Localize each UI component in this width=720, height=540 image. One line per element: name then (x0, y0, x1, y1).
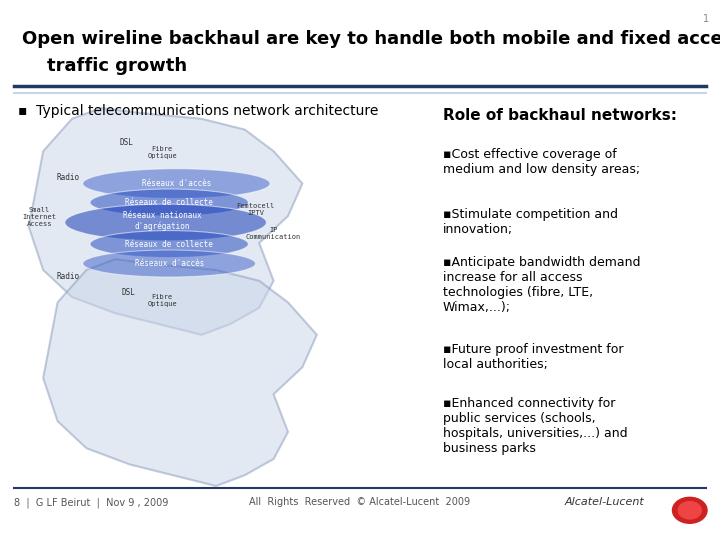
Ellipse shape (83, 168, 270, 199)
Text: Radio: Radio (57, 272, 80, 281)
Text: 8  |  G LF Beirut  |  Nov 9 , 2009: 8 | G LF Beirut | Nov 9 , 2009 (14, 497, 168, 508)
Text: Femtocell
IPTV: Femtocell IPTV (236, 203, 275, 216)
Text: Alcatel-Lucent: Alcatel-Lucent (564, 497, 644, 508)
Text: Réseaux d'accès: Réseaux d'accès (135, 259, 204, 268)
Text: Role of backhaul networks:: Role of backhaul networks: (443, 108, 677, 123)
Text: Open wireline backhaul are key to handle both mobile and fixed access: Open wireline backhaul are key to handle… (22, 30, 720, 48)
Text: All  Rights  Reserved  © Alcatel-Lucent  2009: All Rights Reserved © Alcatel-Lucent 200… (249, 497, 471, 508)
Text: Fibre
Optique: Fibre Optique (147, 294, 177, 307)
Text: Réseaux de collecte: Réseaux de collecte (125, 198, 213, 207)
Text: IP
Communication: IP Communication (246, 227, 301, 240)
Text: traffic growth: traffic growth (22, 57, 186, 75)
Text: Réseaux de collecte: Réseaux de collecte (125, 240, 213, 248)
Text: Fibre
Optique: Fibre Optique (147, 146, 177, 159)
Polygon shape (29, 108, 302, 335)
Text: ▪Enhanced connectivity for
public services (schools,
hospitals, universities,...: ▪Enhanced connectivity for public servic… (443, 397, 627, 455)
Text: ▪Anticipate bandwidth demand
increase for all access
technologies (fibre, LTE,
W: ▪Anticipate bandwidth demand increase fo… (443, 256, 640, 314)
Text: ▪Stimulate competition and
innovation;: ▪Stimulate competition and innovation; (443, 208, 618, 236)
Circle shape (672, 497, 707, 523)
Text: Small
Internet
Access: Small Internet Access (22, 207, 57, 227)
Ellipse shape (65, 204, 266, 241)
Ellipse shape (83, 250, 256, 277)
Text: ▪Future proof investment for
local authorities;: ▪Future proof investment for local autho… (443, 343, 624, 371)
Text: ▪  Typical telecommunications network architecture: ▪ Typical telecommunications network arc… (18, 104, 379, 118)
Text: Radio: Radio (57, 173, 80, 181)
Text: DSL: DSL (119, 138, 133, 146)
Polygon shape (43, 259, 317, 486)
Ellipse shape (90, 189, 248, 216)
Text: 1: 1 (703, 14, 709, 24)
Text: ▪Cost effective coverage of
medium and low density areas;: ▪Cost effective coverage of medium and l… (443, 148, 640, 177)
Text: Réseaux nationaux
d'agrégation: Réseaux nationaux d'agrégation (122, 211, 202, 232)
Text: Réseaux d'accès: Réseaux d'accès (142, 179, 211, 188)
Text: DSL: DSL (121, 288, 135, 297)
Ellipse shape (90, 231, 248, 258)
Circle shape (678, 502, 701, 519)
